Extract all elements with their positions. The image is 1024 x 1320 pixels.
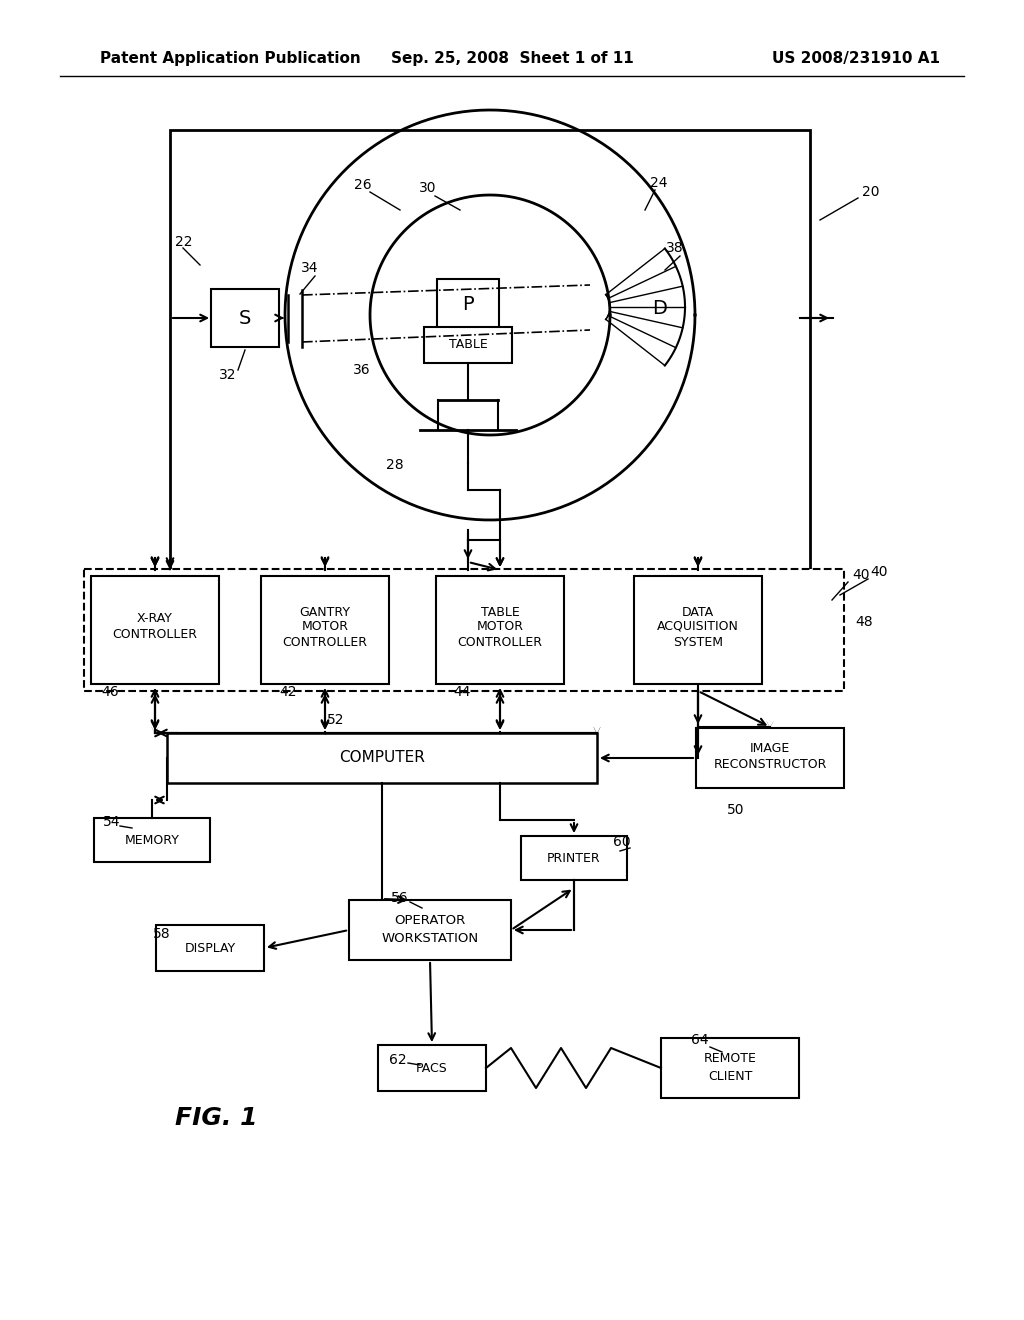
Text: SYSTEM: SYSTEM: [673, 635, 723, 648]
Text: 20: 20: [862, 185, 880, 199]
Text: 62: 62: [389, 1053, 407, 1067]
Text: CONTROLLER: CONTROLLER: [113, 627, 198, 640]
Text: IMAGE: IMAGE: [750, 742, 791, 755]
Text: 36: 36: [353, 363, 371, 378]
Bar: [662, 1038, 799, 1098]
Bar: [634, 576, 762, 684]
Text: CONTROLLER: CONTROLLER: [458, 635, 543, 648]
Text: 28: 28: [386, 458, 403, 473]
Text: 34: 34: [301, 261, 318, 275]
Text: 42: 42: [280, 685, 297, 700]
Bar: [167, 733, 597, 783]
Text: 30: 30: [419, 181, 437, 195]
Bar: [436, 576, 564, 684]
Text: DATA: DATA: [682, 606, 714, 619]
Text: 46: 46: [101, 685, 119, 700]
Text: 24: 24: [650, 176, 668, 190]
Text: PACS: PACS: [416, 1061, 447, 1074]
Text: MOTOR: MOTOR: [301, 619, 348, 632]
Text: CONTROLLER: CONTROLLER: [283, 635, 368, 648]
Bar: [349, 900, 511, 960]
Text: Sep. 25, 2008  Sheet 1 of 11: Sep. 25, 2008 Sheet 1 of 11: [390, 50, 634, 66]
Text: CLIENT: CLIENT: [708, 1069, 753, 1082]
Text: 52: 52: [328, 713, 345, 727]
Text: 58: 58: [154, 927, 171, 941]
Text: PRINTER: PRINTER: [547, 851, 601, 865]
Bar: [261, 576, 389, 684]
Bar: [696, 729, 844, 788]
Bar: [521, 836, 627, 880]
Text: GANTRY: GANTRY: [299, 606, 350, 619]
Text: 40: 40: [870, 565, 888, 579]
Text: RECONSTRUCTOR: RECONSTRUCTOR: [714, 758, 826, 771]
Text: 32: 32: [219, 368, 237, 381]
Text: 54: 54: [103, 814, 121, 829]
Text: Patent Application Publication: Patent Application Publication: [100, 50, 360, 66]
Text: MOTOR: MOTOR: [476, 619, 523, 632]
Bar: [91, 576, 219, 684]
Text: ACQUISITION: ACQUISITION: [657, 619, 739, 632]
Text: TABLE: TABLE: [449, 338, 487, 351]
Text: US 2008/231910 A1: US 2008/231910 A1: [772, 50, 940, 66]
Text: 56: 56: [391, 891, 409, 906]
Text: MEMORY: MEMORY: [125, 833, 179, 846]
Text: 50: 50: [727, 803, 744, 817]
Text: COMPUTER: COMPUTER: [339, 751, 425, 766]
Bar: [156, 925, 264, 972]
Text: 40: 40: [852, 568, 869, 582]
Bar: [94, 818, 210, 862]
Text: D: D: [652, 298, 668, 318]
Bar: [424, 327, 512, 363]
Text: 48: 48: [855, 615, 872, 630]
Text: WORKSTATION: WORKSTATION: [381, 932, 478, 945]
Bar: [211, 289, 279, 347]
Text: 60: 60: [613, 836, 631, 849]
Text: REMOTE: REMOTE: [703, 1052, 757, 1064]
Text: P: P: [462, 296, 474, 314]
Text: 64: 64: [691, 1034, 709, 1047]
Text: 26: 26: [354, 178, 372, 191]
Bar: [437, 279, 499, 331]
Text: DISPLAY: DISPLAY: [184, 941, 236, 954]
Text: TABLE: TABLE: [480, 606, 519, 619]
Text: 22: 22: [175, 235, 193, 249]
Bar: [378, 1045, 486, 1092]
Text: FIG. 1: FIG. 1: [175, 1106, 257, 1130]
Text: X-RAY: X-RAY: [137, 611, 173, 624]
Text: 44: 44: [454, 685, 471, 700]
Text: 38: 38: [667, 242, 684, 255]
Bar: [170, 129, 810, 601]
Text: S: S: [239, 309, 251, 327]
Bar: [84, 569, 844, 690]
Text: OPERATOR: OPERATOR: [394, 913, 466, 927]
